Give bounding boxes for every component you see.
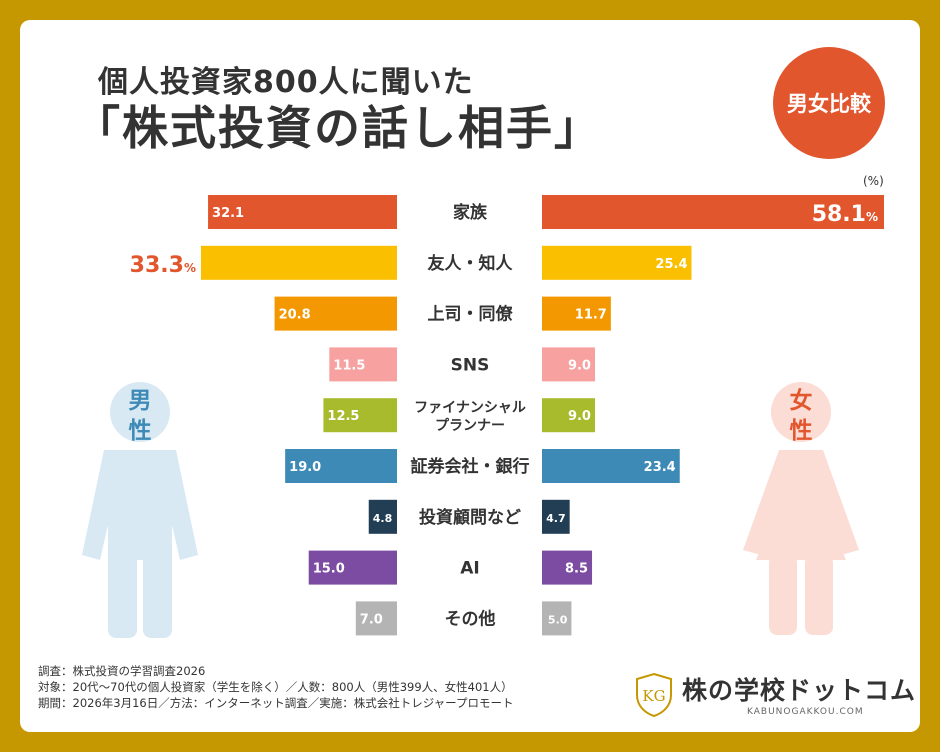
male-label-1: 男: [129, 388, 152, 414]
male-bar-value: 33.3%: [130, 253, 196, 278]
footer-target: 対象：20代〜70代の個人投資家（学生を除く）／人数：800人（男性399人、女…: [38, 680, 513, 694]
female-bar-value: 25.4: [655, 257, 687, 272]
female-bar-value: 9.0: [568, 358, 591, 373]
female-bar: [542, 499, 570, 534]
subtitle: 個人投資家800人に聞いた: [98, 65, 474, 100]
female-bar-value: 4.7: [546, 512, 566, 525]
gender-comparison-badge: 男女比較: [773, 47, 885, 159]
shield-logo-icon: KG: [636, 672, 672, 718]
logo-url: KABUNOGAKKOU.COM: [747, 707, 864, 717]
category-label: 友人・知人: [428, 253, 514, 274]
female-bar-value: 11.7: [575, 308, 607, 323]
male-bar-value: 4.8: [373, 512, 393, 525]
category-label: その他: [445, 608, 496, 629]
female-bar: [542, 550, 593, 585]
category-label: 投資顧問など: [419, 507, 521, 528]
infographic-card: 個人投資家800人に聞いた 「株式投資の話し相手」 男女比較 (%) 男性女性 …: [20, 20, 920, 732]
male-bar: [355, 601, 397, 636]
bars: 32.1 58.1%33.3% 25.420.8 11.711.5 9.012.5 9.0…: [130, 195, 884, 636]
male-bar-value: 32.1: [212, 206, 244, 221]
male-bar: [200, 245, 397, 280]
svg-text:KG: KG: [642, 687, 665, 705]
male-bar: [329, 347, 397, 382]
category-label: 家族: [453, 202, 488, 223]
male-bar: [208, 195, 397, 229]
category-label: AI: [460, 559, 479, 579]
female-bar-value: 9.0: [568, 409, 591, 424]
female-bar: [542, 449, 680, 483]
category-label: 上司・同僚: [428, 304, 514, 325]
male-bar: [308, 550, 397, 585]
male-silhouette: 男性: [82, 382, 198, 638]
male-bar-value: 11.5: [333, 358, 365, 373]
unit-label: (%): [863, 174, 884, 188]
female-bar: [542, 296, 611, 331]
category-label: SNS: [451, 355, 490, 375]
male-bar-value: 12.5: [327, 409, 359, 424]
female-label-1: 女: [790, 387, 813, 414]
female-silhouette: 女性: [743, 382, 859, 635]
male-bar: [285, 449, 397, 483]
female-bar: [542, 347, 595, 382]
male-bar-value: 7.0: [360, 612, 383, 627]
female-bar-value: 5.0: [548, 613, 568, 626]
female-bar: [542, 601, 572, 636]
female-bar-value: 23.4: [644, 460, 676, 475]
male-bar: [323, 398, 397, 433]
page-title: 「株式投資の話し相手」: [74, 101, 602, 155]
male-label-2: 性: [129, 418, 152, 444]
female-bar-value: 8.5: [565, 562, 588, 577]
logo-text: 株の学校ドットコム: [682, 676, 917, 705]
male-bar: [368, 499, 397, 534]
footer-period: 期間：2026年3月16日／方法：インターネット調査／実施：株式会社トレジャープ…: [38, 696, 514, 710]
survey-footer: 調査：株式投資の学習調査2026 対象：20代〜70代の個人投資家（学生を除く）…: [38, 663, 513, 711]
female-label-2: 性: [790, 418, 813, 444]
female-bar: [542, 195, 884, 229]
female-bar: [542, 245, 692, 280]
male-bar-value: 19.0: [289, 460, 321, 475]
male-bar-value: 15.0: [313, 562, 345, 577]
female-bar: [542, 398, 595, 433]
category-label: 証券会社・銀行: [411, 456, 530, 477]
male-bar: [274, 296, 397, 331]
category-label: ファイナンシャルプランナー: [414, 400, 526, 434]
footer-survey: 調査：株式投資の学習調査2026: [38, 664, 206, 678]
male-bar-value: 20.8: [279, 308, 311, 323]
